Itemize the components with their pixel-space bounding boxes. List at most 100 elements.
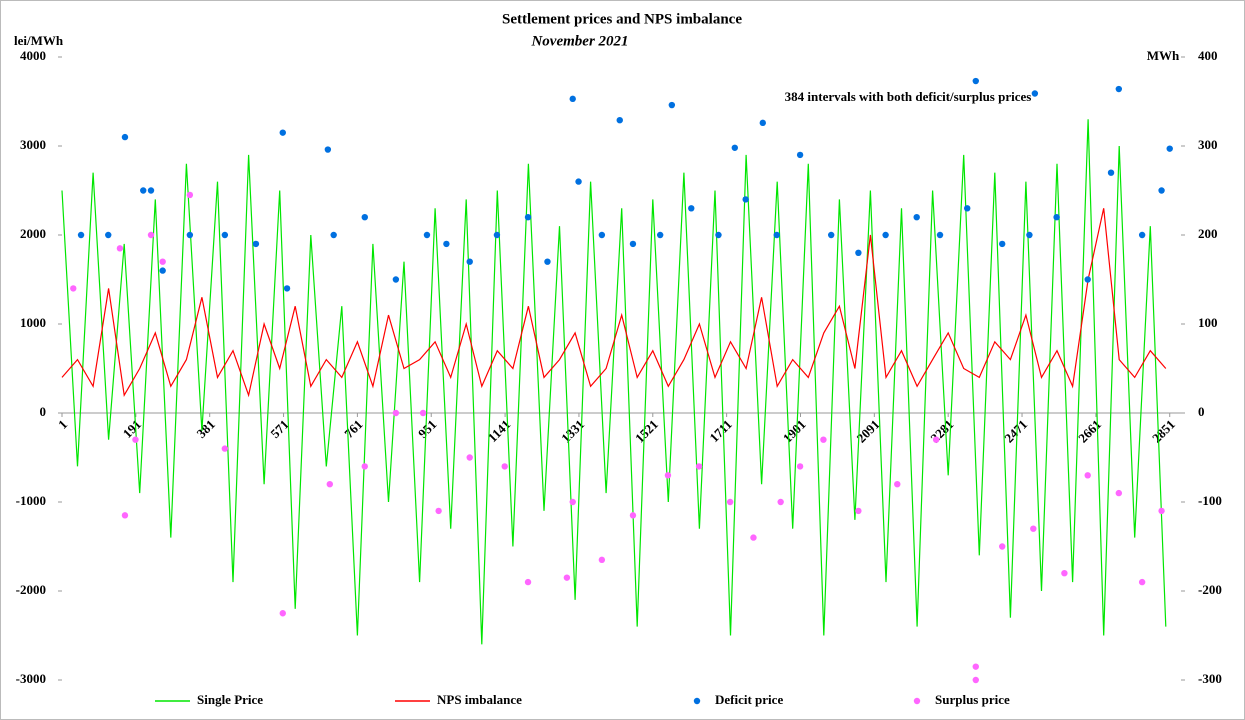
- scatter-point: [1031, 90, 1039, 97]
- scatter-point: [932, 436, 940, 443]
- y2-tick-label: -300: [1198, 671, 1222, 686]
- scatter-point: [629, 240, 637, 248]
- scatter-point: [827, 231, 835, 239]
- scatter-point: [116, 245, 124, 252]
- scatter-point: [330, 231, 337, 239]
- y-axis-label: lei/MWh: [14, 33, 64, 48]
- y-tick-label: -3000: [16, 671, 46, 686]
- scatter-point: [894, 481, 901, 488]
- y2-tick-label: 400: [1198, 48, 1218, 63]
- scatter-point: [731, 144, 738, 151]
- y-tick-label: 4000: [20, 48, 46, 63]
- annotation: 384 intervals with both deficit/surplus …: [785, 89, 1032, 104]
- scatter-point: [466, 258, 473, 265]
- scatter-point: [544, 258, 551, 265]
- scatter-point: [616, 116, 623, 124]
- y2-tick-label: 100: [1198, 315, 1218, 330]
- y-tick-label: -2000: [16, 582, 46, 597]
- scatter-point: [324, 146, 332, 153]
- legend-label: Single Price: [197, 692, 263, 707]
- scatter-point: [936, 231, 944, 239]
- y2-axis-label: MWh: [1147, 48, 1180, 63]
- scatter-point: [1166, 145, 1173, 152]
- y-tick-label: -1000: [16, 493, 46, 508]
- scatter-point: [221, 445, 229, 452]
- y-tick-label: 3000: [20, 137, 46, 152]
- scatter-point: [435, 507, 442, 515]
- legend-label: Deficit price: [715, 692, 783, 707]
- y-tick-label: 2000: [20, 226, 46, 241]
- chart-subtitle: November 2021: [530, 33, 628, 49]
- series-line: [61, 119, 1167, 645]
- scatter-point: [1107, 169, 1115, 176]
- legend-swatch: [693, 697, 701, 705]
- scatter-point: [1030, 525, 1037, 532]
- scatter-point: [443, 240, 450, 248]
- scatter-point: [796, 463, 804, 470]
- scatter-point: [283, 285, 291, 292]
- scatter-point: [186, 231, 194, 239]
- y-tick-label: 0: [40, 404, 47, 419]
- scatter-point: [972, 676, 979, 684]
- scatter-point: [1115, 489, 1123, 497]
- scatter-point: [121, 133, 129, 141]
- y2-tick-label: 300: [1198, 137, 1218, 152]
- scatter-point: [999, 543, 1006, 550]
- scatter-point: [147, 231, 155, 239]
- scatter-point: [964, 205, 971, 212]
- scatter-point: [501, 463, 508, 470]
- scatter-point: [563, 574, 571, 581]
- scatter-point: [715, 231, 722, 239]
- scatter-point: [423, 231, 431, 239]
- scatter-point: [668, 101, 676, 109]
- chart-title: Settlement prices and NPS imbalance: [502, 11, 742, 27]
- scatter-point: [159, 258, 166, 265]
- scatter-point: [493, 231, 501, 239]
- scatter-point: [279, 129, 286, 136]
- legend-label: NPS imbalance: [437, 692, 522, 707]
- scatter-point: [77, 231, 85, 239]
- scatter-point: [252, 240, 260, 248]
- scatter-point: [750, 534, 757, 541]
- scatter-point: [466, 454, 473, 461]
- scatter-point: [524, 578, 532, 586]
- scatter-point: [147, 187, 155, 194]
- y-tick-label: 1000: [20, 315, 46, 330]
- scatter-point: [392, 409, 400, 417]
- scatter-point: [186, 191, 194, 199]
- scatter-point: [656, 231, 664, 239]
- scatter-point: [972, 77, 979, 85]
- scatter-point: [575, 178, 582, 185]
- scatter-point: [361, 214, 368, 221]
- scatter-point: [140, 187, 147, 194]
- scatter-point: [524, 214, 532, 221]
- y2-tick-label: -200: [1198, 582, 1222, 597]
- scatter-point: [598, 231, 606, 239]
- scatter-point: [688, 205, 695, 212]
- scatter-point: [999, 240, 1006, 248]
- scatter-point: [361, 463, 368, 470]
- y2-tick-label: 200: [1198, 226, 1218, 241]
- scatter-point: [598, 556, 606, 564]
- y2-tick-label: 0: [1198, 404, 1205, 419]
- scatter-point: [221, 231, 229, 239]
- scatter-point: [855, 249, 862, 256]
- scatter-point: [569, 95, 576, 103]
- legend-swatch: [913, 697, 921, 705]
- scatter-point: [1084, 276, 1091, 283]
- scatter-point: [1138, 578, 1146, 586]
- scatter-point: [820, 436, 827, 443]
- legend-label: Surplus price: [935, 692, 1010, 707]
- scatter-point: [1026, 231, 1033, 239]
- scatter-point: [796, 151, 804, 159]
- scatter-point: [1053, 214, 1060, 221]
- scatter-point: [392, 276, 400, 283]
- scatter-point: [695, 463, 703, 470]
- y2-tick-label: -100: [1198, 493, 1222, 508]
- scatter-point: [326, 481, 333, 488]
- scatter-point: [132, 436, 139, 443]
- scatter-point: [742, 196, 749, 203]
- scatter-point: [972, 663, 979, 670]
- scatter-point: [773, 231, 780, 239]
